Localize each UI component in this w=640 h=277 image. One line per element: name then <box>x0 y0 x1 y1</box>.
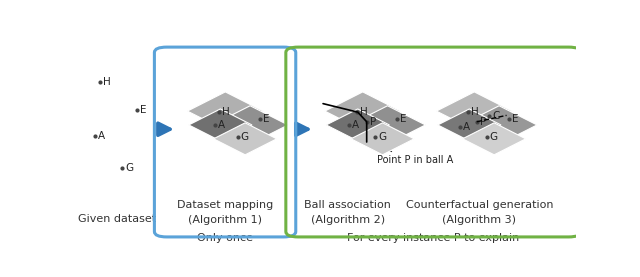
Polygon shape <box>188 92 263 130</box>
Polygon shape <box>349 106 426 144</box>
Text: (Algorithm 3): (Algorithm 3) <box>442 215 516 225</box>
Text: E: E <box>140 105 147 115</box>
Text: G: G <box>490 132 498 142</box>
Polygon shape <box>351 123 414 155</box>
Text: For every instance P to explain: For every instance P to explain <box>348 233 520 243</box>
Polygon shape <box>438 109 501 141</box>
Text: H: H <box>222 107 230 117</box>
Text: G: G <box>378 132 386 142</box>
Text: E: E <box>512 114 518 124</box>
Polygon shape <box>214 123 276 155</box>
Text: P: P <box>480 117 486 127</box>
Polygon shape <box>461 106 537 144</box>
Text: A: A <box>352 120 359 130</box>
Text: Dataset mapping: Dataset mapping <box>177 200 273 210</box>
Text: P: P <box>370 117 376 127</box>
Text: A: A <box>218 120 225 130</box>
Text: H: H <box>103 77 111 87</box>
Text: (Algorithm 2): (Algorithm 2) <box>311 215 385 225</box>
Polygon shape <box>212 106 288 144</box>
Text: G: G <box>125 163 133 173</box>
Text: H: H <box>360 107 367 117</box>
Text: Point P in ball A: Point P in ball A <box>373 144 453 165</box>
Text: H: H <box>471 107 479 117</box>
Polygon shape <box>463 123 526 155</box>
Text: Counterfactual generation: Counterfactual generation <box>406 200 553 210</box>
Text: C: C <box>492 111 500 121</box>
Text: A: A <box>463 122 470 132</box>
Text: A: A <box>98 131 105 141</box>
Polygon shape <box>324 92 401 130</box>
Text: Given dataset: Given dataset <box>78 214 156 224</box>
Text: G: G <box>241 132 249 142</box>
Text: (Algorithm 1): (Algorithm 1) <box>188 215 262 225</box>
Text: E: E <box>263 114 269 124</box>
Text: E: E <box>401 114 407 124</box>
Polygon shape <box>189 109 252 141</box>
Text: Only once: Only once <box>197 233 253 243</box>
Polygon shape <box>436 92 512 130</box>
Polygon shape <box>326 109 389 141</box>
Text: Ball association: Ball association <box>305 200 391 210</box>
